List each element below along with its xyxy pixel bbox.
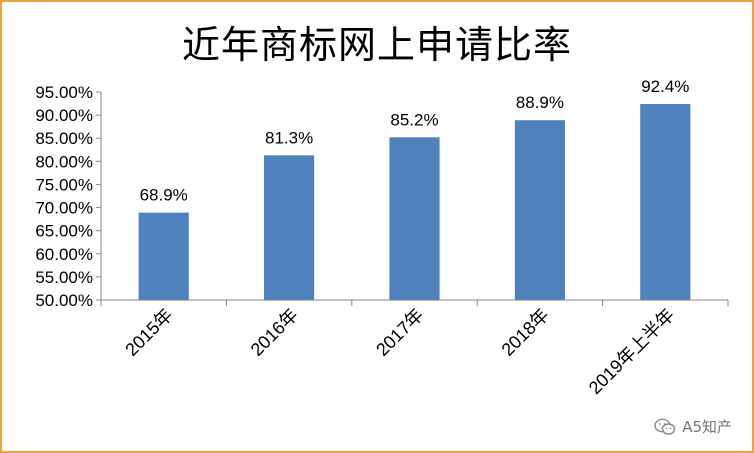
y-axis: 50.00% 55.00% 60.00% 65.00% 70.00% 75.00% 80.0… bbox=[35, 83, 102, 310]
watermark-text: A5知产 bbox=[682, 418, 732, 436]
y-tick-label: 85.00% bbox=[35, 129, 93, 148]
x-axis bbox=[100, 299, 729, 306]
category-label: 2019年上半年 bbox=[585, 305, 678, 398]
category-label: 2015年 bbox=[121, 305, 176, 360]
y-tick-label: 55.00% bbox=[35, 268, 93, 287]
data-label: 68.9% bbox=[140, 186, 188, 205]
y-tick-label: 65.00% bbox=[35, 222, 93, 241]
bar bbox=[138, 212, 189, 300]
y-tick-label: 50.00% bbox=[35, 291, 93, 310]
bar bbox=[640, 104, 691, 300]
y-tick-label: 75.00% bbox=[35, 175, 93, 194]
data-label: 92.4% bbox=[641, 77, 689, 96]
y-tick-label: 80.00% bbox=[35, 152, 93, 171]
y-tick-label: 90.00% bbox=[35, 106, 93, 125]
data-label: 88.9% bbox=[516, 93, 564, 112]
data-labels: 68.9% 81.3% 85.2% 88.9% 92.4% bbox=[140, 77, 690, 205]
y-tick-label: 70.00% bbox=[35, 199, 93, 218]
bars bbox=[138, 104, 691, 300]
bar bbox=[389, 137, 440, 300]
bar bbox=[514, 120, 565, 300]
watermark: A5知产 bbox=[654, 416, 732, 437]
data-label: 85.2% bbox=[390, 110, 438, 129]
chart-title: 近年商标网上申请比率 bbox=[181, 23, 572, 67]
wechat-icon bbox=[654, 418, 676, 435]
category-label: 2017年 bbox=[372, 305, 427, 360]
data-label: 81.3% bbox=[265, 128, 313, 147]
category-label: 2018年 bbox=[498, 305, 553, 360]
y-tick-label: 95.00% bbox=[35, 83, 93, 102]
category-label: 2016年 bbox=[247, 305, 302, 360]
y-tick-label: 60.00% bbox=[35, 245, 93, 264]
x-tick-labels: 2015年 2016年 2017年 2018年 2019年上半年 bbox=[121, 305, 678, 398]
bar bbox=[264, 155, 315, 300]
